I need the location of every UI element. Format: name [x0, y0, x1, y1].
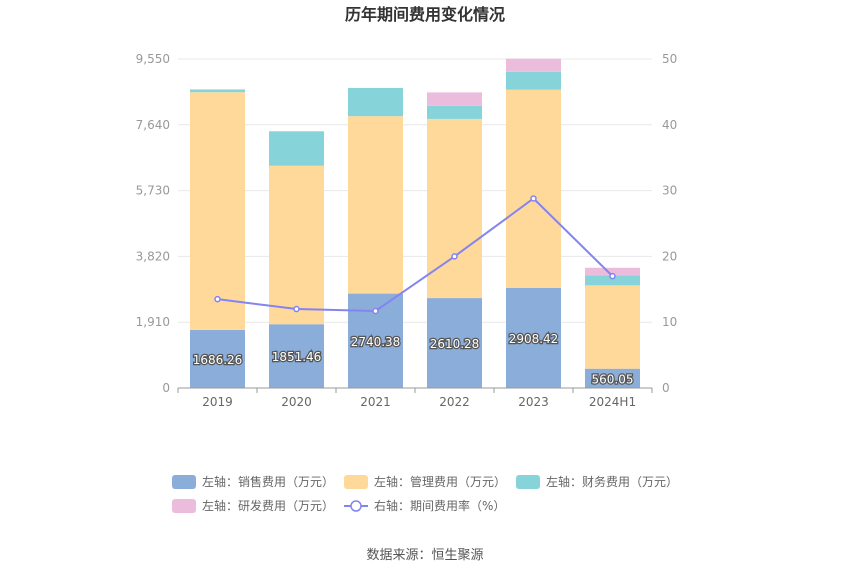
legend-label: 左轴：研发费用（万元）: [202, 498, 334, 513]
legend-swatch: [344, 475, 368, 489]
rate-point: [530, 195, 537, 202]
bar-segment: [585, 267, 640, 276]
bar-segment: [269, 131, 324, 166]
bar-value-label: 2908.42: [509, 332, 559, 346]
bar-segment: [506, 89, 561, 288]
right-tick-label: 10: [662, 315, 677, 329]
left-tick-label: 5,730: [136, 184, 170, 198]
source-note: 数据来源：恒生聚源: [366, 548, 483, 563]
bar-value-label: 560.05: [592, 372, 634, 386]
legend-swatch: [172, 499, 196, 513]
left-axis: 0 1,910 3,820 5,730 7,640 9,550: [136, 52, 170, 395]
x-tick-label: 2021: [360, 395, 391, 409]
x-tick-label: 2020: [281, 395, 312, 409]
bar-segment: [190, 89, 245, 93]
bars: [190, 58, 640, 388]
rate-point: [372, 307, 379, 315]
rate-point: [214, 295, 221, 303]
right-axis: 0 10 20 30 40 50: [662, 52, 677, 395]
bar-segment: [585, 368, 640, 388]
legend-label: 右轴：期间费用率（%）: [374, 498, 505, 513]
bar-segment: [427, 92, 482, 106]
bar-value-label: 1851.46: [272, 350, 322, 364]
right-tick-label: 0: [662, 381, 670, 395]
rate-line-path: [217, 197, 614, 313]
legend-label: 左轴：销售费用（万元）: [202, 474, 334, 489]
left-tick-label: 9,550: [136, 52, 170, 66]
left-tick-label: 3,820: [136, 249, 170, 263]
left-tick-label: 0: [162, 381, 170, 395]
x-tick-label: 2022: [439, 395, 470, 409]
x-tick-label: 2024H1: [589, 395, 636, 409]
bar-segment: [585, 285, 640, 369]
bar-segment: [506, 71, 561, 90]
bar-value-label: 2610.28: [430, 337, 480, 351]
bar-segment: [506, 287, 561, 388]
right-tick-label: 50: [662, 52, 677, 66]
bar-labels: 1686.26 1851.46 2740.38 2610.28 2908.42 560.0…: [191, 331, 634, 388]
bar-segment: [190, 329, 245, 388]
bar-segment: [427, 118, 482, 299]
rate-point: [451, 253, 458, 260]
legend: 左轴：销售费用（万元） 左轴：管理费用（万元） 左轴：财务费用（万元） 左轴：研发费用…: [172, 474, 678, 513]
right-tick-label: 40: [662, 118, 677, 132]
left-tick-label: 7,640: [136, 118, 170, 132]
bar-segment: [506, 58, 561, 72]
legend-line-marker: [350, 500, 362, 512]
right-tick-label: 20: [662, 249, 677, 263]
rate-point: [609, 272, 616, 280]
legend-label: 左轴：管理费用（万元）: [374, 474, 506, 489]
bar-value-label: 1686.26: [193, 353, 243, 367]
x-tick-label: 2023: [518, 395, 549, 409]
grid: [178, 58, 652, 323]
right-tick-label: 30: [662, 184, 677, 198]
rate-line: [214, 195, 616, 315]
bar-segment: [348, 87, 403, 117]
x-axis: 2019 2020 2021 2022 2023 2024H1: [177, 387, 653, 409]
legend-label: 左轴：财务费用（万元）: [546, 474, 678, 489]
bar-segment: [585, 275, 640, 286]
bar-value-label: 2740.38: [351, 335, 401, 349]
legend-swatch: [516, 475, 540, 489]
bar-segment: [427, 105, 482, 119]
left-tick-label: 1,910: [136, 315, 170, 329]
x-tick-label: 2019: [202, 395, 233, 409]
legend-swatch: [172, 475, 196, 489]
bar-segment: [348, 116, 403, 294]
bar-segment: [427, 298, 482, 388]
bar-segment: [269, 324, 324, 388]
chart-title: 历年期间费用变化情况: [345, 5, 505, 24]
bar-segment: [190, 92, 245, 330]
bar-segment: [269, 165, 324, 325]
rate-point: [293, 305, 300, 313]
